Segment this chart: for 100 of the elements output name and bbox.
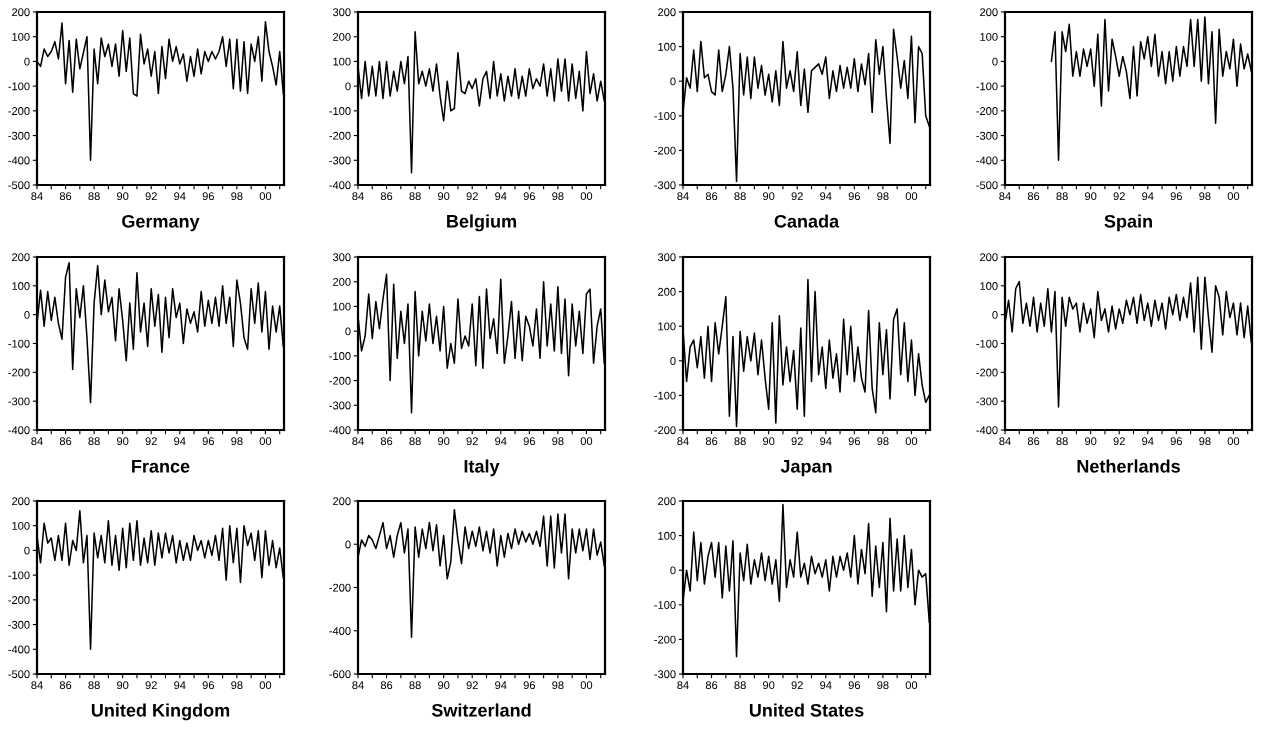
y-tick-label: -300 [8, 397, 30, 406]
x-tick-label: 96 [202, 681, 215, 690]
x-tick-label: 86 [1027, 192, 1040, 201]
x-tick-label: 96 [1170, 437, 1183, 446]
x-tick-label: 00 [905, 681, 918, 690]
x-tick-label: 96 [523, 681, 536, 690]
text: Belgium [447, 214, 516, 232]
x-tick-label: 98 [877, 437, 889, 446]
x-tick-label: 90 [438, 192, 450, 201]
x-tick-label: 00 [259, 192, 272, 201]
x-tick-label: 84 [31, 192, 43, 201]
x-tick-label: 98 [877, 681, 889, 690]
x-tick-label: 96 [848, 192, 861, 201]
x-tick-label: 92 [791, 192, 803, 201]
x-tick-label: 86 [705, 192, 718, 201]
y-tick-label: -200 [976, 107, 998, 115]
x-tick-label: 96 [848, 437, 861, 446]
y-tick-label: 200 [12, 253, 30, 262]
x-tick-label: 88 [409, 437, 421, 446]
x-tick-label: 94 [495, 437, 507, 446]
x-tick-label: 96 [202, 192, 215, 201]
x-tick-label: 92 [145, 437, 157, 446]
x-tick-label: 86 [380, 437, 393, 446]
y-tick-label: 200 [658, 287, 676, 296]
x-tick-label: 84 [677, 437, 689, 446]
y-tick-label: 100 [980, 282, 998, 290]
x-tick-label: 96 [523, 192, 536, 201]
x-tick-label: 90 [763, 437, 775, 446]
text: Spain [1104, 214, 1152, 232]
y-tick-label: 0 [345, 540, 351, 549]
y-tick-label: 0 [345, 82, 351, 91]
x-tick-label: 00 [259, 681, 272, 690]
y-tick-label: -500 [976, 181, 998, 190]
y-tick-label: 100 [658, 531, 676, 540]
x-tick-label: 98 [552, 192, 564, 201]
x-tick-label: 90 [438, 437, 450, 446]
y-tick-label: -100 [976, 339, 998, 348]
y-tick-label: 100 [12, 32, 30, 41]
x-tick-label: 88 [88, 192, 100, 201]
x-tick-label: 94 [820, 437, 832, 446]
y-tick-label: -400 [8, 426, 30, 435]
y-tick-label: -200 [329, 583, 351, 592]
x-tick-label: 92 [466, 681, 478, 690]
x-tick-label: 88 [1056, 437, 1068, 446]
x-tick-label: 94 [1142, 437, 1154, 446]
y-tick-label: 200 [12, 8, 30, 17]
y-tick-label: 0 [24, 310, 30, 319]
text: Netherlands [1077, 459, 1180, 473]
y-tick-label: -500 [8, 670, 30, 679]
x-tick-label: 92 [466, 437, 478, 446]
y-tick-label: 200 [333, 32, 351, 41]
x-tick-label: 90 [117, 681, 129, 690]
x-tick-label: 84 [352, 681, 364, 690]
y-tick-label: 100 [12, 521, 30, 530]
x-tick-label: 90 [117, 192, 129, 201]
y-tick-label: -600 [329, 670, 351, 679]
y-tick-label: 300 [657, 253, 676, 262]
x-tick-label: 92 [145, 192, 157, 201]
y-tick-label: -100 [329, 107, 351, 115]
x-tick-label: 88 [88, 437, 100, 446]
x-tick-label: 98 [552, 437, 564, 446]
x-tick-label: 86 [705, 681, 718, 690]
y-tick-label: 100 [980, 32, 998, 41]
x-tick-label: 94 [174, 681, 186, 690]
x-tick-label: 88 [409, 681, 421, 690]
y-tick-label: 200 [333, 277, 351, 286]
x-tick-label: 90 [763, 681, 775, 690]
y-tick-label: 0 [670, 566, 676, 575]
x-tick-label: 84 [31, 681, 43, 690]
x-tick-label: 00 [580, 192, 593, 201]
x-tick-label: 94 [174, 192, 186, 201]
x-tick-label: 98 [1199, 437, 1211, 446]
x-tick-label: 86 [1027, 437, 1040, 446]
y-tick-label: 0 [670, 77, 676, 86]
y-tick-label: -300 [976, 397, 998, 406]
x-tick-label: 00 [905, 437, 918, 446]
x-tick-label: 94 [495, 192, 507, 201]
x-tick-label: 98 [231, 192, 243, 201]
x-tick-label: 92 [791, 437, 803, 446]
x-tick-label: 96 [848, 681, 861, 690]
x-tick-label: 88 [734, 192, 746, 201]
x-tick-label: 84 [677, 192, 689, 201]
y-tick-label: -200 [654, 426, 676, 435]
y-tick-label: 100 [658, 322, 676, 331]
x-tick-label: 86 [59, 437, 72, 446]
x-tick-label: 90 [438, 681, 450, 690]
x-tick-label: 90 [1085, 437, 1097, 446]
y-tick-label: 100 [333, 302, 351, 311]
x-tick-label: 98 [877, 192, 889, 201]
x-tick-label: 98 [552, 681, 564, 690]
y-tick-label: -400 [976, 426, 998, 435]
y-tick-label: -300 [329, 156, 351, 165]
x-tick-label: 94 [820, 192, 832, 201]
y-tick-label: 0 [992, 57, 998, 66]
y-tick-label: -400 [329, 426, 351, 435]
x-tick-label: 00 [1227, 437, 1240, 446]
x-tick-label: 00 [905, 192, 918, 201]
y-tick-label: -200 [8, 107, 30, 115]
y-tick-label: -300 [8, 131, 30, 140]
text: France [132, 460, 190, 473]
